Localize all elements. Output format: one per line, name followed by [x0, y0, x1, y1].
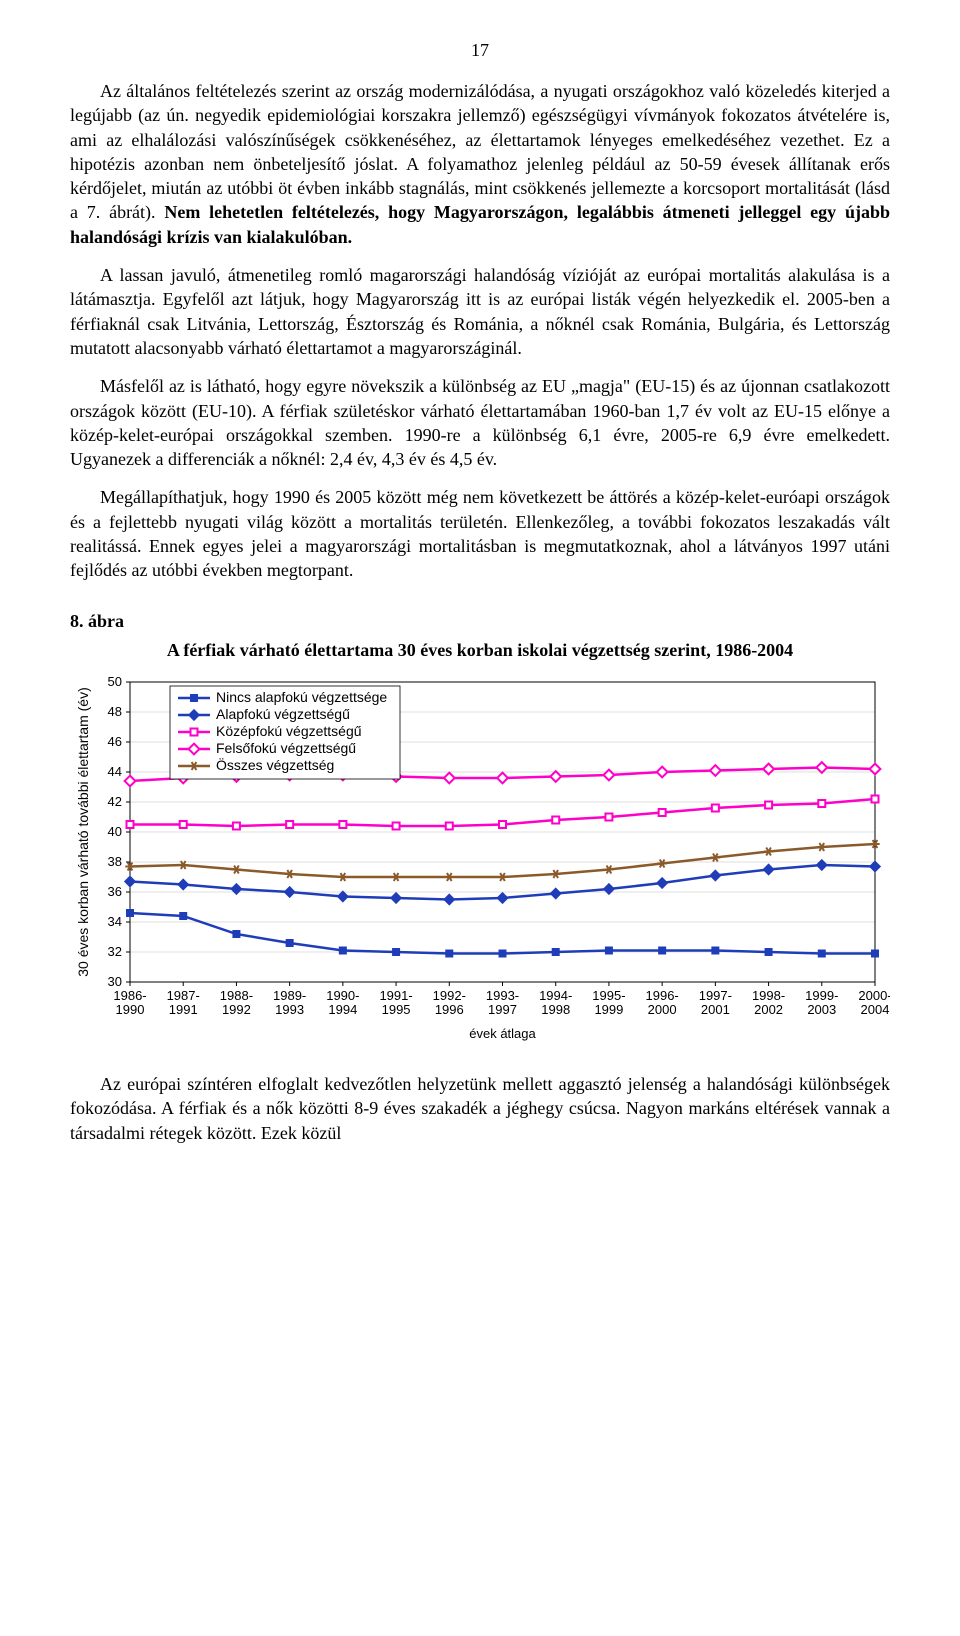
svg-text:1994: 1994 [328, 1002, 357, 1017]
svg-text:1987-: 1987- [167, 988, 200, 1003]
svg-text:1993-: 1993- [486, 988, 519, 1003]
svg-text:1993: 1993 [275, 1002, 304, 1017]
svg-text:1989-: 1989- [273, 988, 306, 1003]
svg-text:1992-: 1992- [433, 988, 466, 1003]
paragraph-2: A lassan javuló, átmenetileg romló magar… [70, 263, 890, 360]
svg-text:1995: 1995 [382, 1002, 411, 1017]
paragraph-4: Megállapíthatjuk, hogy 1990 és 2005 közö… [70, 485, 890, 582]
svg-text:30: 30 [108, 974, 122, 989]
svg-text:1995-: 1995- [592, 988, 625, 1003]
page: 17 Az általános feltételezés szerint az … [0, 0, 960, 1199]
svg-text:44: 44 [108, 764, 122, 779]
svg-text:1999: 1999 [594, 1002, 623, 1017]
svg-text:2003: 2003 [807, 1002, 836, 1017]
svg-text:2000-: 2000- [858, 988, 890, 1003]
svg-text:1998-: 1998- [752, 988, 785, 1003]
svg-text:1997: 1997 [488, 1002, 517, 1017]
svg-text:50: 50 [108, 674, 122, 689]
svg-text:48: 48 [108, 704, 122, 719]
svg-text:1990-: 1990- [326, 988, 359, 1003]
figure-label: 8. ábra [70, 611, 890, 632]
svg-text:40: 40 [108, 824, 122, 839]
svg-text:évek átlaga: évek átlaga [469, 1026, 536, 1041]
paragraph-1: Az általános feltételezés szerint az ors… [70, 79, 890, 249]
svg-text:2002: 2002 [754, 1002, 783, 1017]
svg-text:2001: 2001 [701, 1002, 730, 1017]
svg-text:38: 38 [108, 854, 122, 869]
line-chart: 30323436384042444648501986-19901987-1991… [70, 672, 890, 1042]
svg-text:1990: 1990 [116, 1002, 145, 1017]
paragraph-5: Az európai színtéren elfoglalt kedvezőtl… [70, 1072, 890, 1145]
svg-text:Nincs alapfokú végzettsége: Nincs alapfokú végzettsége [216, 689, 387, 705]
figure-title: A férfiak várható élettartama 30 éves ko… [70, 638, 890, 662]
svg-text:1986-: 1986- [113, 988, 146, 1003]
svg-text:1998: 1998 [541, 1002, 570, 1017]
svg-text:1991: 1991 [169, 1002, 198, 1017]
svg-text:46: 46 [108, 734, 122, 749]
svg-text:2004: 2004 [861, 1002, 890, 1017]
svg-text:1991-: 1991- [379, 988, 412, 1003]
svg-text:32: 32 [108, 944, 122, 959]
svg-text:1997-: 1997- [699, 988, 732, 1003]
svg-text:36: 36 [108, 884, 122, 899]
chart-container: 30323436384042444648501986-19901987-1991… [70, 672, 890, 1042]
svg-text:42: 42 [108, 794, 122, 809]
svg-text:1996: 1996 [435, 1002, 464, 1017]
svg-text:34: 34 [108, 914, 122, 929]
svg-text:Felsőfokú végzettségű: Felsőfokú végzettségű [216, 740, 356, 756]
svg-text:2000: 2000 [648, 1002, 677, 1017]
p1-bold: Nem lehetetlen feltételezés, hogy Magyar… [70, 202, 890, 246]
svg-text:Középfokú végzettségű: Középfokú végzettségű [216, 723, 362, 739]
svg-text:30 éves korban várható további: 30 éves korban várható további élettarta… [75, 687, 91, 977]
svg-text:1996-: 1996- [646, 988, 679, 1003]
svg-text:Összes végzettség: Összes végzettség [216, 756, 334, 773]
svg-text:1999-: 1999- [805, 988, 838, 1003]
svg-text:1992: 1992 [222, 1002, 251, 1017]
page-number: 17 [70, 40, 890, 61]
svg-text:1994-: 1994- [539, 988, 572, 1003]
svg-text:1988-: 1988- [220, 988, 253, 1003]
paragraph-3: Másfelől az is látható, hogy egyre növek… [70, 374, 890, 471]
svg-text:Alapfokú végzettségű: Alapfokú végzettségű [216, 706, 350, 722]
